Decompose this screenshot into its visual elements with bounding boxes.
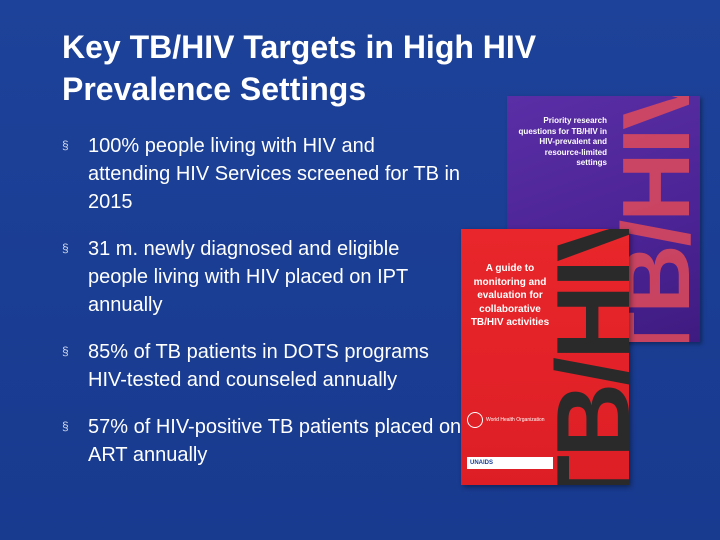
bullet-text: 57% of HIV-positive TB patients placed o… xyxy=(88,416,462,466)
who-logo-text: World Health Organization xyxy=(486,417,545,423)
book-cover-monitoring-guide: A guide to monitoring and evaluation for… xyxy=(461,229,629,485)
bullet-marker-icon: § xyxy=(62,241,69,255)
bullet-marker-icon: § xyxy=(62,138,69,152)
unaids-logo: UNAIDS xyxy=(467,457,553,469)
who-emblem-icon xyxy=(467,412,483,428)
bullet-text: 100% people living with HIV and attendin… xyxy=(88,135,461,213)
cover-title: A guide to monitoring and evaluation for… xyxy=(470,263,550,328)
bullet-item: § 31 m. newly diagnosed and eligible peop… xyxy=(62,235,462,319)
bullet-marker-icon: § xyxy=(62,419,69,433)
cover-title: Priority research questions for TB/HIV i… xyxy=(518,116,607,167)
cover-vertical-word: TB/HIV xyxy=(536,229,629,485)
unaids-logo-text: UNAIDS xyxy=(470,460,494,466)
bullet-item: § 100% people living with HIV and attendi… xyxy=(62,132,462,216)
bullet-item: § 85% of TB patients in DOTS programs HIV… xyxy=(62,338,462,394)
bullet-text: 85% of TB patients in DOTS programs HIV-… xyxy=(88,341,429,391)
bullet-item: § 57% of HIV-positive TB patients placed … xyxy=(62,413,462,469)
bullet-text: 31 m. newly diagnosed and eligible peopl… xyxy=(88,238,408,316)
bullet-list: § 100% people living with HIV and attendi… xyxy=(62,132,462,488)
slide-title: Key TB/HIV Targets in High HIV Prevalenc… xyxy=(62,29,537,107)
bullet-marker-icon: § xyxy=(62,344,69,358)
who-logo: World Health Organization xyxy=(467,409,553,431)
